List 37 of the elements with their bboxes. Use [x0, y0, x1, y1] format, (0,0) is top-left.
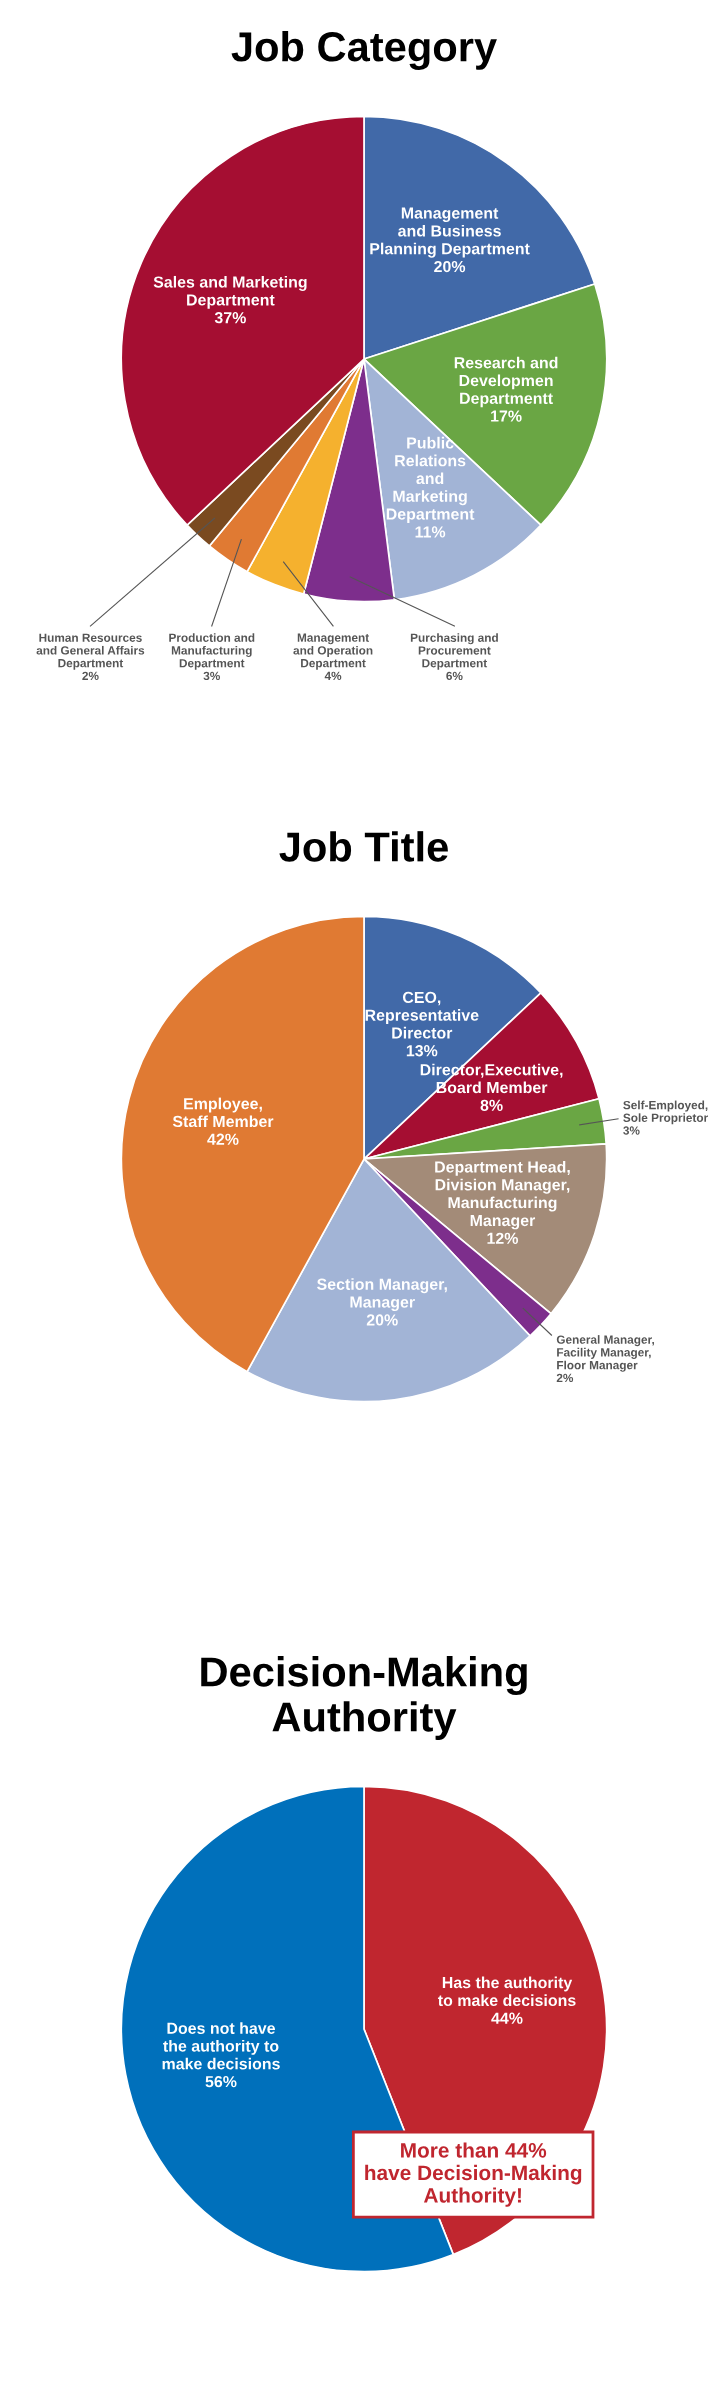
- data-label: 42%: [207, 1133, 239, 1145]
- data-label: 56%: [205, 2075, 237, 2088]
- data-label: 2%: [82, 671, 99, 681]
- slice-label: Purchasing and Procurement Department: [410, 633, 498, 670]
- chart-title: Job Category: [231, 30, 497, 70]
- slice-label: Research and Developmen Departmentt: [454, 356, 558, 408]
- chart-title: Decision-Making Authority: [201, 1656, 527, 1740]
- slice-label: Production and Manufacturing Department: [169, 633, 255, 670]
- slice-label: Human Resources and General Affairs Department: [36, 633, 145, 670]
- slice-label: Section Manager, Manager: [317, 1278, 447, 1311]
- slice-label: Sales and Marketing Department: [153, 275, 307, 309]
- slice-label: Management and Operation Department: [293, 633, 373, 670]
- data-label: 20%: [434, 260, 466, 273]
- data-label: 2%: [556, 1373, 574, 1383]
- text: More than 44% have Decision-Making Authority!: [365, 2142, 582, 2207]
- slice-label: Self-Employed, Sole Proprietor: [623, 1100, 708, 1125]
- slice-label: Public Relations and Marketing Department: [386, 436, 475, 523]
- data-label: 6%: [446, 671, 463, 681]
- slice-label: Department Head, Division Manager, Manufacturing Manager: [435, 1160, 570, 1230]
- slice-label: General Manager, Facility Manager, Floor Manager: [556, 1335, 654, 1372]
- data-label: 20%: [366, 1314, 398, 1326]
- slice-label: Management and Business Planning Department: [370, 207, 530, 258]
- data-label: 13%: [406, 1045, 438, 1057]
- data-label: 3%: [623, 1126, 640, 1135]
- slice-label: CEO, Representative Director: [365, 991, 479, 1039]
- data-label: 17%: [491, 410, 522, 422]
- data-label: 3%: [203, 671, 220, 681]
- slice-label: Employee, Staff Member: [172, 1097, 274, 1128]
- slice-label: Does not have the authority to make decisions: [162, 2022, 280, 2070]
- data-label: 37%: [214, 312, 246, 324]
- slice-label: Has the authority to make decisions: [437, 1976, 576, 2007]
- data-label: 12%: [487, 1232, 519, 1244]
- data-label: 8%: [480, 1099, 503, 1111]
- data-label: 11%: [415, 526, 446, 538]
- data-label: 44%: [491, 2012, 523, 2024]
- chart-title: Job Title: [279, 831, 448, 862]
- data-label: 4%: [324, 671, 342, 681]
